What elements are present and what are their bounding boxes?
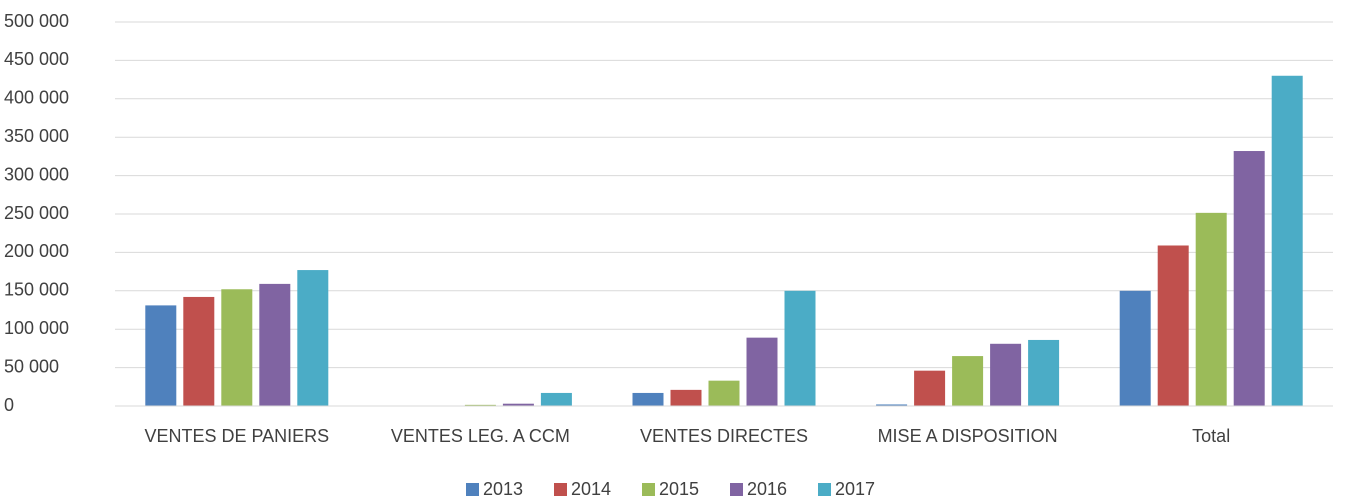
x-tick-label: VENTES LEG. A CCM (391, 426, 570, 446)
legend-label: 2017 (835, 479, 875, 498)
legend-swatch (730, 483, 743, 496)
bar (632, 392, 664, 406)
bar (145, 305, 177, 406)
y-tick-label: 150 000 (4, 280, 69, 300)
bar (464, 404, 496, 406)
bar (914, 370, 946, 406)
bar (1195, 212, 1227, 406)
y-tick-label: 0 (4, 395, 14, 415)
x-tick-label: VENTES DIRECTES (640, 426, 808, 446)
y-tick-label: 100 000 (4, 318, 69, 338)
y-tick-label: 450 000 (4, 49, 69, 69)
bar (990, 343, 1022, 406)
bar (1233, 151, 1265, 406)
y-tick-label: 300 000 (4, 164, 69, 184)
legend-label: 2014 (571, 479, 611, 498)
bar (670, 389, 702, 406)
bar (1028, 339, 1060, 406)
bar (876, 404, 908, 406)
bar (1119, 290, 1151, 406)
x-tick-label: VENTES DE PANIERS (144, 426, 329, 446)
y-tick-label: 350 000 (4, 126, 69, 146)
legend-swatch (466, 483, 479, 496)
bar (952, 356, 984, 406)
bar (502, 403, 534, 406)
legend-swatch (554, 483, 567, 496)
bar (221, 289, 253, 406)
y-tick-label: 200 000 (4, 241, 69, 261)
legend-label: 2013 (483, 479, 523, 498)
legend-swatch (642, 483, 655, 496)
bar (784, 290, 816, 406)
bar (183, 296, 215, 406)
bar (1157, 245, 1189, 406)
bar (708, 380, 740, 406)
y-tick-label: 400 000 (4, 88, 69, 108)
x-tick-label: MISE A DISPOSITION (878, 426, 1058, 446)
x-tick-label: Total (1192, 426, 1230, 446)
bar (540, 392, 572, 406)
y-tick-label: 250 000 (4, 203, 69, 223)
bar (297, 270, 329, 406)
bar (1271, 75, 1303, 406)
legend-label: 2016 (747, 479, 787, 498)
y-tick-label: 500 000 (4, 11, 69, 31)
y-tick-label: 50 000 (4, 356, 59, 376)
legend-swatch (818, 483, 831, 496)
bar (746, 337, 778, 406)
bar (259, 283, 291, 406)
legend-label: 2015 (659, 479, 699, 498)
